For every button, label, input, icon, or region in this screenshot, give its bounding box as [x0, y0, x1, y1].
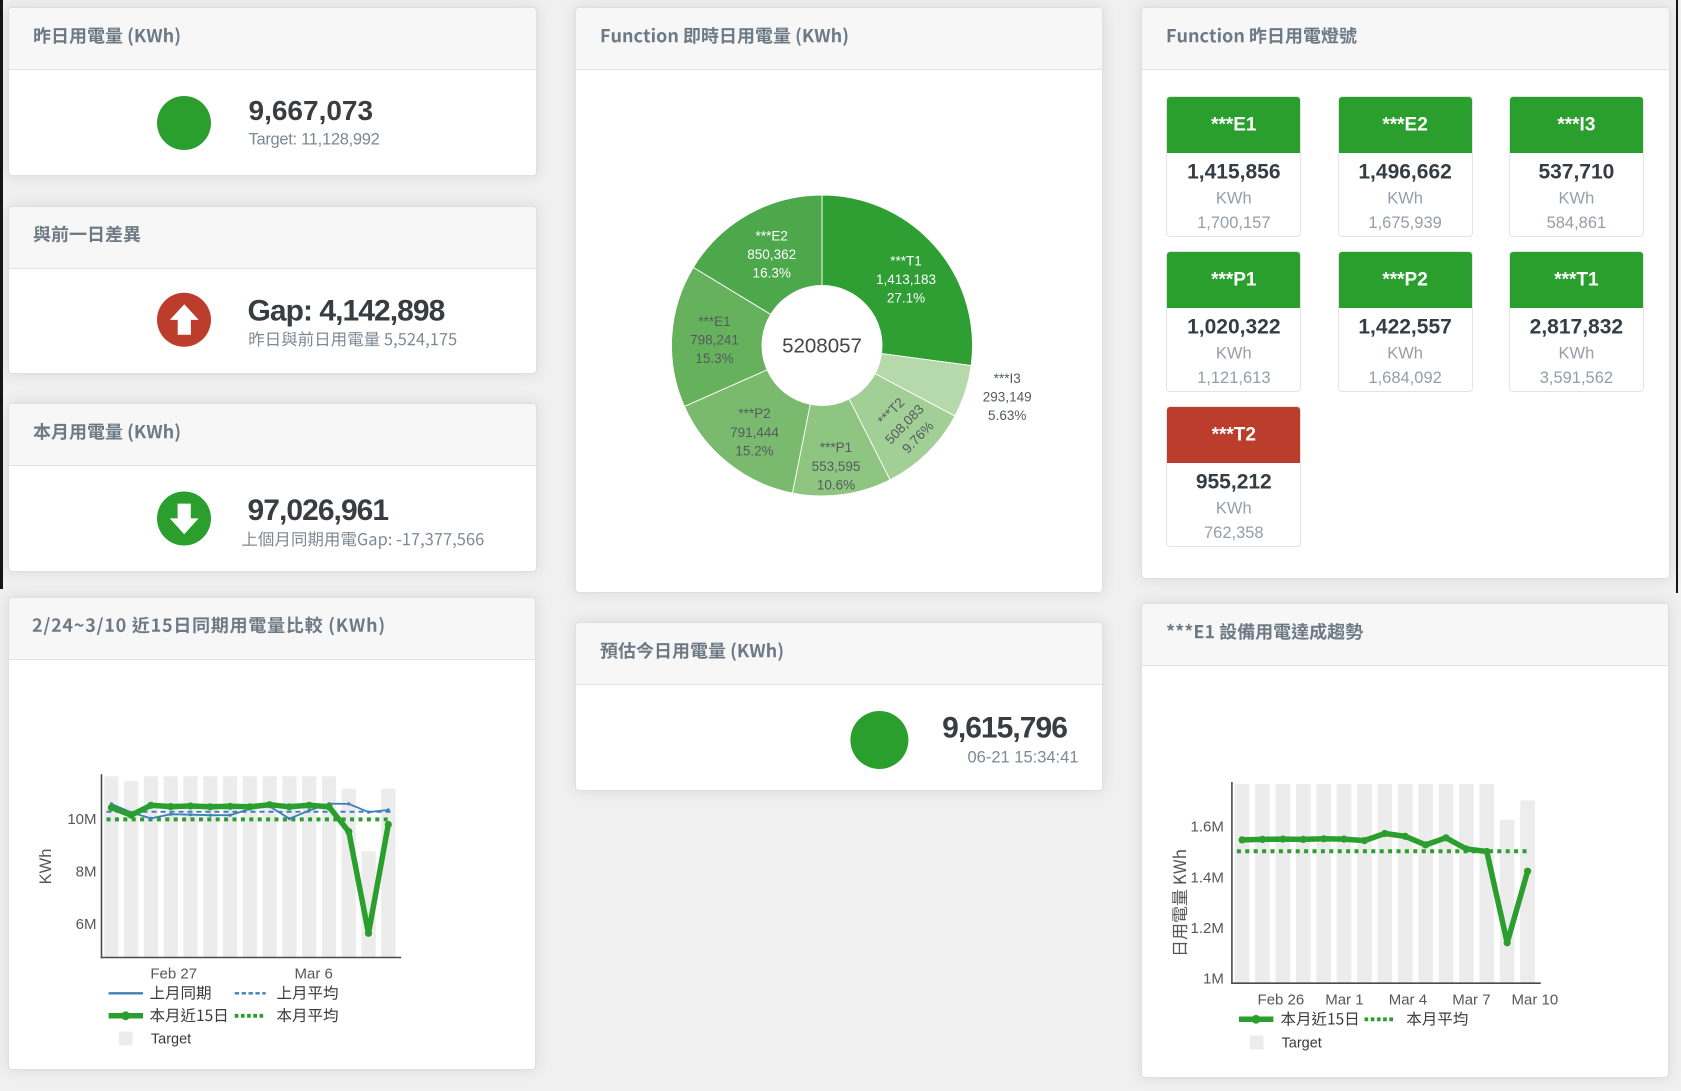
svg-text:KWh: KWh [1559, 190, 1595, 208]
svg-text:Mar 7: Mar 7 [1452, 991, 1490, 1008]
svg-text:KWh: KWh [37, 849, 55, 885]
svg-text:1.2M: 1.2M [1191, 920, 1224, 937]
svg-text:293,149: 293,149 [983, 389, 1032, 404]
svg-text:KWh: KWh [1559, 345, 1595, 363]
svg-text:***E2: ***E2 [1382, 115, 1427, 136]
svg-text:791,444: 791,444 [730, 425, 779, 440]
svg-text:15.3%: 15.3% [695, 351, 733, 366]
svg-text:762,358: 762,358 [1204, 524, 1264, 542]
svg-text:Feb 27: Feb 27 [150, 966, 197, 983]
svg-text:1.6M: 1.6M [1191, 819, 1224, 836]
svg-text:***T1: ***T1 [890, 253, 922, 268]
svg-text:Mar 6: Mar 6 [295, 966, 333, 983]
svg-text:5.63%: 5.63% [988, 408, 1026, 423]
svg-text:***I3: ***I3 [994, 371, 1021, 386]
svg-text:***P1: ***P1 [820, 440, 852, 455]
svg-text:97,026,961: 97,026,961 [248, 494, 389, 527]
svg-text:1,684,092: 1,684,092 [1368, 369, 1441, 387]
svg-text:537,710: 537,710 [1538, 161, 1614, 184]
svg-text:Target: Target [1282, 1036, 1322, 1052]
svg-text:1,121,613: 1,121,613 [1197, 369, 1270, 387]
svg-text:Gap: 4,142,898: Gap: 4,142,898 [248, 294, 445, 327]
svg-text:***P2: ***P2 [738, 406, 770, 421]
svg-text:1,415,856: 1,415,856 [1187, 161, 1280, 184]
svg-text:Feb 26: Feb 26 [1258, 991, 1305, 1008]
svg-text:6M: 6M [76, 916, 97, 933]
svg-text:***T2: ***T2 [1212, 425, 1256, 446]
svg-text:584,861: 584,861 [1547, 214, 1607, 232]
svg-text:Mar 4: Mar 4 [1389, 991, 1427, 1008]
svg-text:1,700,157: 1,700,157 [1197, 214, 1270, 232]
svg-text:1,422,557: 1,422,557 [1358, 316, 1451, 339]
svg-text:2,817,832: 2,817,832 [1530, 316, 1623, 339]
svg-text:***E1: ***E1 [698, 314, 730, 329]
svg-text:27.1%: 27.1% [887, 291, 925, 306]
svg-text:1,496,662: 1,496,662 [1358, 161, 1451, 184]
svg-text:***E2: ***E2 [756, 228, 788, 243]
svg-text:KWh: KWh [1387, 190, 1423, 208]
svg-text:***P1: ***P1 [1211, 270, 1257, 291]
svg-text:10.6%: 10.6% [817, 477, 855, 492]
svg-text:Target: 11,128,992: Target: 11,128,992 [249, 131, 380, 149]
svg-text:KWh: KWh [1387, 345, 1423, 363]
svg-text:***T1: ***T1 [1554, 270, 1599, 291]
svg-text:1.4M: 1.4M [1191, 869, 1224, 886]
svg-text:1,675,939: 1,675,939 [1368, 214, 1441, 232]
svg-text:5208057: 5208057 [782, 335, 862, 358]
svg-text:Mar 10: Mar 10 [1512, 991, 1559, 1008]
svg-text:1,020,322: 1,020,322 [1187, 316, 1280, 339]
svg-text:***I3: ***I3 [1557, 115, 1595, 136]
svg-text:KWh: KWh [1216, 190, 1252, 208]
svg-text:3,591,562: 3,591,562 [1540, 369, 1613, 387]
svg-text:Mar 1: Mar 1 [1325, 991, 1363, 1008]
svg-text:8M: 8M [76, 864, 97, 881]
svg-text:Target: Target [151, 1032, 191, 1048]
svg-text:9,615,796: 9,615,796 [942, 711, 1067, 744]
svg-text:06-21 15:34:41: 06-21 15:34:41 [967, 748, 1078, 766]
svg-text:10M: 10M [67, 811, 96, 828]
svg-text:16.3%: 16.3% [753, 266, 791, 281]
svg-text:KWh: KWh [1216, 500, 1252, 518]
svg-text:15.2%: 15.2% [735, 443, 773, 458]
svg-text:***E1: ***E1 [1211, 115, 1257, 136]
svg-text:1M: 1M [1203, 971, 1224, 988]
svg-text:9,667,073: 9,667,073 [249, 95, 374, 126]
svg-text:850,362: 850,362 [747, 247, 796, 262]
svg-text:553,595: 553,595 [812, 459, 861, 474]
svg-text:***P2: ***P2 [1382, 270, 1427, 291]
svg-text:955,212: 955,212 [1196, 471, 1272, 494]
svg-text:1,413,183: 1,413,183 [876, 272, 936, 287]
svg-text:798,241: 798,241 [690, 333, 739, 348]
svg-text:KWh: KWh [1216, 345, 1252, 363]
